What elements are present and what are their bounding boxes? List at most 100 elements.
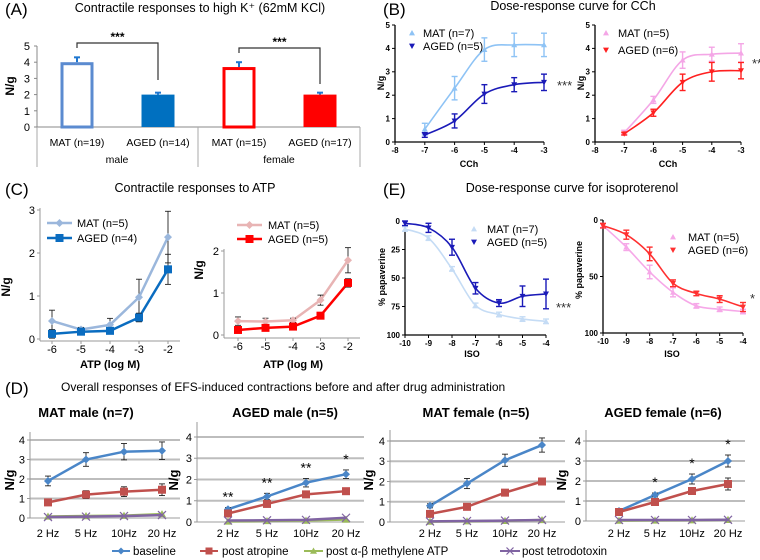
bar (222, 67, 256, 129)
square-marker (77, 327, 85, 336)
significance-stars: ** (752, 56, 760, 71)
significance-stars: * (750, 291, 755, 306)
x-category-label: 2 Hz (217, 528, 240, 540)
square-marker (82, 490, 90, 499)
diamond-marker (158, 446, 166, 455)
x-tick-label: -7 (669, 337, 677, 346)
series (600, 222, 746, 315)
triangle-up-marker (425, 235, 432, 241)
y-tick-label: 0 (213, 330, 219, 342)
triangle-down-marker (519, 293, 526, 300)
x-tick-label: -6 (650, 146, 658, 155)
triangle-down-marker (421, 132, 428, 138)
chart-title: AGED male (n=5) (232, 405, 338, 420)
legend-label: AGED (n=4) (77, 233, 137, 245)
chart-7: 0 1 2 3 4 2 Hz 5 Hz 10Hz 20 Hz N/g MAT male (n=7) (2, 405, 180, 540)
triangle-down-marker (511, 82, 518, 88)
y-axis-label: % papaverine (574, 241, 584, 299)
panel-title: Overall responses of EFS-induced contrac… (61, 380, 505, 394)
y-tick-label: 0 (386, 138, 391, 147)
chart-1: 0 1 2 3 4 5 -8 -7 -6 -5 -4 -3 CCh N/g MAT (n=7)AGED (n… (376, 21, 572, 169)
x-tick-label: -6 (451, 146, 459, 155)
y-tick-label: 1 (24, 106, 30, 118)
y-tick-label: 1 (29, 291, 35, 303)
diamond-marker (342, 470, 350, 479)
x-stroke (301, 515, 311, 525)
triangle-up-marker (310, 547, 317, 554)
square-marker (316, 311, 325, 320)
x-category-label: 5 Hz (456, 528, 479, 540)
y-tick-label: 1 (186, 496, 192, 508)
x-tick-label: -7 (421, 146, 429, 155)
triangle-down-marker (679, 79, 686, 86)
y-tick-label: 75 (391, 302, 400, 311)
y-tick-label: 50 (391, 274, 400, 283)
x-marker (614, 515, 624, 525)
legend-label: post α-β methylene ATP (326, 546, 449, 558)
significance-stars: ** (223, 489, 234, 505)
diamond-marker (245, 221, 254, 229)
triangle-up-marker (541, 41, 547, 48)
y-tick-label: 5 (386, 21, 391, 30)
triangle-up-marker (342, 515, 350, 523)
y-tick-label: 2 (19, 474, 25, 486)
y-tick-label: 2 (24, 90, 30, 102)
y-tick-label: 100 (387, 331, 401, 340)
triangle-down-marker (543, 291, 549, 297)
x-tick-label: -4 (288, 341, 298, 353)
triangle-down-marker (481, 91, 488, 98)
diamond-marker (164, 233, 172, 242)
x-tick-label: -5 (519, 339, 527, 348)
panel-letter: (C) (5, 180, 29, 199)
diamond-marker (501, 456, 509, 465)
x-category-label: 2 Hz (419, 528, 442, 540)
y-axis-label: N/g (361, 469, 376, 490)
chart-title: MAT male (n=7) (38, 405, 133, 420)
diamond-marker (48, 316, 56, 325)
diamond-marker (82, 455, 90, 464)
chart-title: AGED female (n=6) (604, 405, 721, 420)
x-stroke (650, 515, 660, 525)
x-category-label: 5 Hz (75, 528, 98, 540)
triangle-up-marker (519, 316, 526, 322)
series-line (429, 443, 543, 507)
chart-4: 0 1 2 -6 -5 -4 -3 -2 ATP (log M) N/g MAT (n=5) AGED… (192, 220, 360, 371)
x-stroke (157, 510, 167, 520)
significance-stars: ** (301, 459, 312, 475)
triangle-down-marker (670, 247, 676, 253)
square-marker (538, 477, 546, 486)
legend-label: baseline (133, 546, 176, 558)
x-tick-label: -8 (591, 146, 599, 155)
series (48, 210, 172, 334)
x-tick-label: -6 (495, 339, 503, 348)
significance-stars: * (689, 455, 695, 471)
series-line (47, 449, 163, 483)
y-tick-label: 50 (589, 272, 598, 281)
x-stroke (223, 516, 233, 525)
square-marker (205, 547, 213, 555)
square-marker (135, 313, 143, 322)
square-marker (48, 329, 56, 338)
y-tick-label: 0 (19, 513, 25, 525)
y-tick-label: 3 (386, 68, 391, 77)
series (614, 515, 733, 525)
diamond-marker (289, 316, 297, 325)
triangle-down-marker (402, 220, 408, 227)
series-line (227, 516, 347, 522)
x-marker (301, 515, 311, 525)
y-tick-label: 4 (575, 436, 581, 448)
y-axis-label: N/g (192, 260, 206, 279)
x-marker (462, 516, 472, 526)
series (48, 253, 172, 339)
triangle-up-marker (623, 244, 630, 250)
chart-title: MAT female (n=5) (422, 405, 529, 420)
y-tick-label: 2 (575, 476, 581, 488)
square-marker (164, 265, 172, 274)
panel-title: Dose-response curve for isoproterenol (466, 181, 679, 195)
category-label: MAT (n=15) (212, 137, 267, 149)
x-tick-label: -8 (448, 339, 456, 348)
triangle-down-marker (472, 285, 479, 292)
x-category-label: 20 Hz (332, 528, 361, 540)
category-label: MAT (n=19) (50, 137, 105, 149)
x-marker (223, 516, 233, 525)
